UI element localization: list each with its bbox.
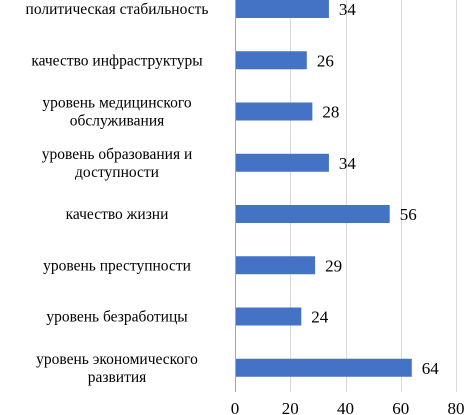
category-label-line: уровень безработицы — [46, 309, 188, 326]
x-tick-label: 0 — [231, 399, 240, 415]
category-label-line: уровень медицинского — [42, 95, 191, 112]
x-tick-label: 80 — [448, 399, 465, 415]
bar — [236, 307, 302, 326]
category-label: уровень безработицы — [46, 309, 188, 326]
x-tick-label: 20 — [282, 399, 299, 415]
data-label: 64 — [422, 359, 440, 378]
data-label: 26 — [317, 51, 334, 70]
x-tick-label: 40 — [337, 399, 354, 415]
category-label-line: уровень образования и — [42, 146, 193, 163]
data-label: 29 — [325, 256, 342, 275]
category-label-line: развития — [88, 369, 147, 386]
data-labels: 34 26 28 34 56 29 24 64 — [311, 0, 439, 378]
category-label-line: уровень преступности — [43, 257, 191, 274]
bar — [236, 0, 329, 18]
category-label-line: качество жизни — [66, 206, 169, 223]
category-label: уровень экономического развития — [36, 351, 198, 386]
category-label-line: уровень экономического — [36, 351, 198, 368]
bars — [236, 0, 412, 377]
data-label: 28 — [322, 103, 339, 122]
category-label: уровень медицинского обслуживания — [42, 95, 191, 130]
category-label-line: политическая стабильность — [26, 1, 209, 18]
data-label: 34 — [339, 0, 357, 19]
category-label: политическая стабильность — [26, 1, 209, 18]
x-tick-label: 60 — [392, 399, 409, 415]
grid-lines — [290, 0, 457, 392]
data-label: 24 — [311, 308, 329, 327]
bar — [236, 51, 307, 70]
category-label-line: доступности — [75, 164, 159, 181]
data-label: 56 — [400, 205, 417, 224]
category-labels: политическая стабильность качество инфрас… — [26, 1, 209, 386]
bar — [236, 256, 316, 275]
category-label: уровень преступности — [43, 257, 191, 274]
bar — [236, 153, 329, 172]
category-label-line: качество инфраструктуры — [31, 52, 203, 69]
bar — [236, 205, 390, 223]
category-label: качество жизни — [66, 206, 169, 223]
category-label-line: обслуживания — [70, 113, 165, 130]
category-label: уровень образования и доступности — [42, 146, 193, 181]
x-tick-labels: 0 20 40 60 80 — [231, 399, 465, 415]
category-label: качество инфраструктуры — [31, 52, 203, 69]
bar — [236, 358, 412, 377]
data-label: 34 — [339, 154, 357, 173]
bar — [236, 102, 313, 121]
